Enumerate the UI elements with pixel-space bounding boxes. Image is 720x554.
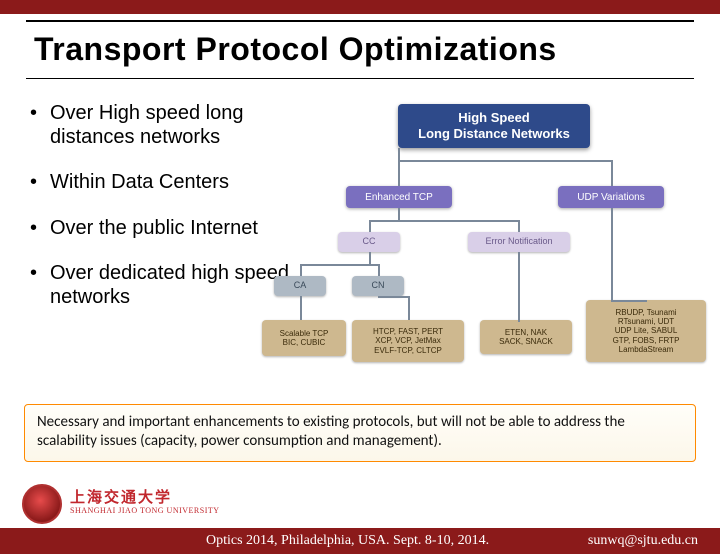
diagram-connector xyxy=(300,296,302,320)
university-logo-icon xyxy=(22,484,62,524)
diagram-leaf-node: ETEN, NAK SACK, SNACK xyxy=(480,320,572,354)
top-accent-bar xyxy=(0,0,720,14)
diagram-leaf-node: Scalable TCP BIC, CUBIC xyxy=(262,320,346,356)
diagram-connector xyxy=(378,264,380,276)
bullet-list: Over High speed long distances networks … xyxy=(30,102,290,332)
title-rule-top xyxy=(26,20,694,22)
university-name-en: SHANGHAI JIAO TONG UNIVERSITY xyxy=(70,506,220,515)
callout-note: Necessary and important enhancements to … xyxy=(24,404,696,462)
diagram-connector xyxy=(378,296,410,298)
email-text: sunwq@sjtu.edu.cn xyxy=(588,533,698,549)
diagram-connector xyxy=(398,160,612,162)
bullet-item: Within Data Centers xyxy=(30,171,290,195)
diagram-category-node: UDP Variations xyxy=(558,186,664,208)
diagram-connector xyxy=(369,220,519,222)
bullet-item: Over High speed long distances networks xyxy=(30,102,290,149)
diagram-connector xyxy=(300,264,380,266)
diagram-connector xyxy=(611,300,647,302)
diagram-subcategory-node: CA xyxy=(274,276,326,296)
diagram-connector xyxy=(398,208,400,220)
diagram-connector xyxy=(398,160,400,186)
diagram-subcategory-node: CC xyxy=(338,232,400,252)
diagram-leaf-node: HTCP, FAST, PERT XCP, VCP, JetMax EVLF-T… xyxy=(352,320,464,362)
diagram-connector xyxy=(611,208,613,302)
footer: 上海交通大学 SHANGHAI JIAO TONG UNIVERSITY Opt… xyxy=(0,478,720,540)
diagram-subcategory-node: CN xyxy=(352,276,404,296)
diagram-connector xyxy=(518,220,520,232)
slide-title: Transport Protocol Optimizations xyxy=(34,31,557,68)
diagram-connector xyxy=(369,220,371,232)
hierarchy-diagram: High Speed Long Distance Networks Enhance… xyxy=(270,104,718,374)
diagram-connector xyxy=(300,264,302,276)
diagram-connector xyxy=(408,296,410,320)
title-rule-bottom xyxy=(26,78,694,79)
diagram-connector xyxy=(369,252,371,264)
diagram-connector xyxy=(611,160,613,186)
bullet-item: Over the public Internet xyxy=(30,217,290,241)
diagram-connector xyxy=(398,148,400,160)
conference-text: Optics 2014, Philadelphia, USA. Sept. 8-… xyxy=(206,533,489,549)
university-name-zh: 上海交通大学 xyxy=(70,486,172,507)
diagram-connector xyxy=(518,252,520,322)
diagram-root-node: High Speed Long Distance Networks xyxy=(398,104,590,148)
bullet-item: Over dedicated high speed networks xyxy=(30,262,290,309)
diagram-leaf-node: RBUDP, Tsunami RTsunami, UDT UDP Lite, S… xyxy=(586,300,706,362)
diagram-subcategory-node: Error Notification xyxy=(468,232,570,252)
footer-bar: Optics 2014, Philadelphia, USA. Sept. 8-… xyxy=(0,528,720,554)
diagram-category-node: Enhanced TCP xyxy=(346,186,452,208)
